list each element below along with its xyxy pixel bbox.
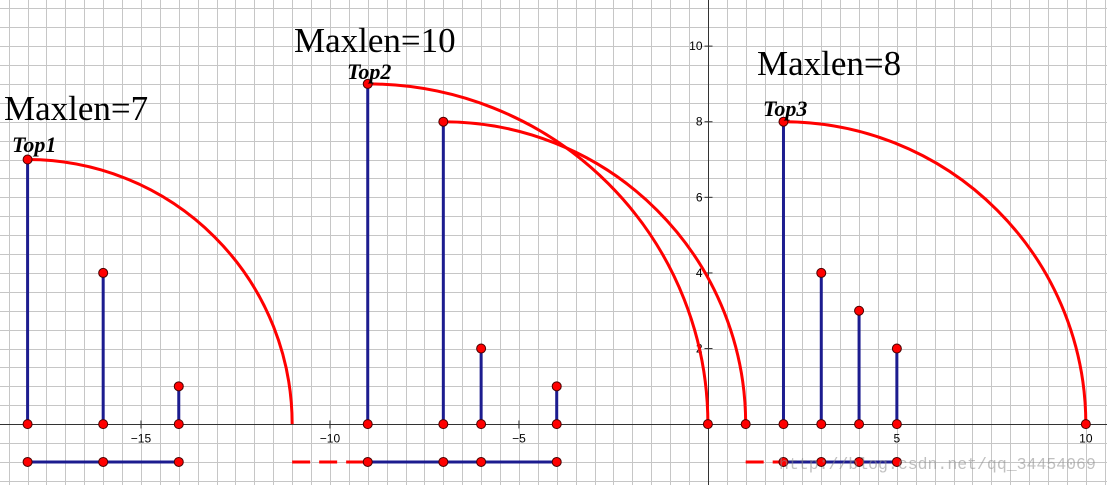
arc-group-2	[367, 82, 710, 425]
stick-base-point-group-3	[778, 419, 789, 430]
stick-top-point-group-1	[98, 267, 109, 278]
stick-base-point-group-1	[173, 419, 184, 430]
stick-top-point-group-2	[551, 381, 562, 392]
x-tick-label: 5	[894, 432, 901, 446]
base-point-group-3	[816, 456, 827, 467]
group-2-maxlen-label: Maxlen=10	[294, 21, 456, 60]
stick-base-point-group-3	[891, 419, 902, 430]
arc-end-point-group-3	[1080, 419, 1091, 430]
arc-group-2	[443, 120, 748, 425]
base-point-group-1	[98, 456, 109, 467]
group-1-maxlen-label: Maxlen=7	[4, 89, 148, 128]
stick-top-point-group-2	[438, 116, 449, 127]
base-point-group-1	[22, 456, 33, 467]
stick-base-point-group-1	[22, 419, 33, 430]
base-point-group-3	[854, 456, 865, 467]
x-tick-label: −10	[320, 432, 341, 446]
stick-top-point-group-3	[816, 267, 827, 278]
stick-base-point-group-2	[362, 419, 373, 430]
base-point-group-2	[476, 456, 487, 467]
x-tick-label: 10	[1079, 432, 1093, 446]
arc-end-point-group-2	[740, 419, 751, 430]
group-3-maxlen-label: Maxlen=8	[757, 44, 901, 83]
stick-top-point-group-3	[891, 343, 902, 354]
arcs	[27, 82, 1088, 425]
y-tick-label: 4	[696, 266, 703, 280]
group-1-top-label: Top1	[12, 132, 56, 157]
annotations: Maxlen=7 Top1 Maxlen=10 Top2 Maxlen=8 To…	[4, 21, 901, 157]
group-3-top-label: Top3	[763, 96, 807, 121]
stick-top-point-group-2	[476, 343, 487, 354]
y-tick-label: 10	[689, 39, 703, 53]
stick-top-point-group-2	[362, 78, 373, 89]
x-tick-label: −15	[131, 432, 152, 446]
y-tick-label: 8	[696, 115, 703, 129]
arc-group-3	[783, 120, 1088, 425]
stick-top-point-group-1	[22, 154, 33, 165]
stick-base-point-group-2	[476, 419, 487, 430]
sticks	[26, 83, 899, 425]
stick-base-point-group-1	[98, 419, 109, 430]
arc-group-1	[27, 158, 294, 425]
watermark: http://blog.csdn.net/qq_34454069	[779, 455, 1096, 474]
arc-end-point-group-2	[702, 419, 713, 430]
x-tick-label: −5	[512, 432, 526, 446]
group-2-top-label: Top2	[347, 59, 391, 84]
stick-base-point-group-3	[816, 419, 827, 430]
stick-top-point-group-1	[173, 381, 184, 392]
stick-top-point-group-3	[854, 305, 865, 316]
base-point-group-1	[173, 456, 184, 467]
stick-top-point-group-3	[778, 116, 789, 127]
base-point-group-3	[891, 456, 902, 467]
base-point-group-2	[438, 456, 449, 467]
base-point-group-3	[778, 456, 789, 467]
stick-base-point-group-2	[551, 419, 562, 430]
base-point-group-2	[362, 456, 373, 467]
base-point-group-2	[551, 456, 562, 467]
points	[22, 78, 1091, 467]
y-tick-label: 6	[696, 190, 703, 204]
stick-base-point-group-2	[438, 419, 449, 430]
stick-base-point-group-3	[854, 419, 865, 430]
